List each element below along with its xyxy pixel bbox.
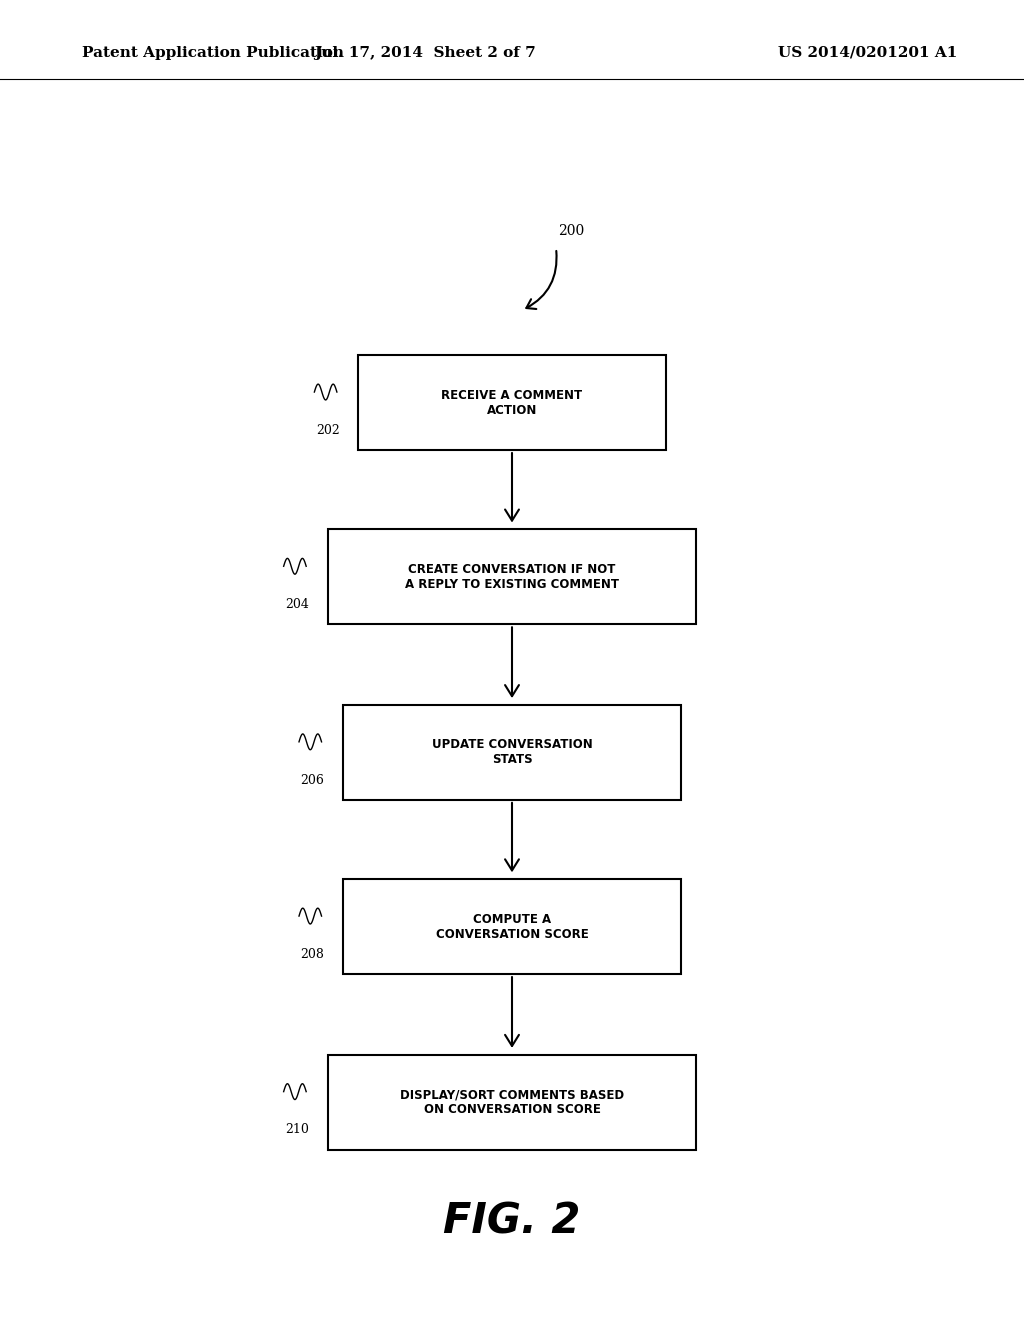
Text: UPDATE CONVERSATION
STATS: UPDATE CONVERSATION STATS — [432, 738, 592, 767]
Text: 204: 204 — [285, 598, 309, 611]
Text: CREATE CONVERSATION IF NOT
A REPLY TO EXISTING COMMENT: CREATE CONVERSATION IF NOT A REPLY TO EX… — [406, 562, 618, 591]
Text: RECEIVE A COMMENT
ACTION: RECEIVE A COMMENT ACTION — [441, 388, 583, 417]
Bar — [343, 705, 681, 800]
Bar — [343, 879, 681, 974]
Text: Jul. 17, 2014  Sheet 2 of 7: Jul. 17, 2014 Sheet 2 of 7 — [314, 46, 536, 59]
Text: DISPLAY/SORT COMMENTS BASED
ON CONVERSATION SCORE: DISPLAY/SORT COMMENTS BASED ON CONVERSAT… — [400, 1088, 624, 1117]
Text: FIG. 2: FIG. 2 — [443, 1200, 581, 1242]
Text: Patent Application Publication: Patent Application Publication — [82, 46, 344, 59]
Text: 208: 208 — [300, 948, 325, 961]
FancyArrowPatch shape — [505, 803, 519, 870]
Bar — [358, 355, 666, 450]
Bar — [328, 1055, 696, 1150]
FancyArrowPatch shape — [526, 251, 557, 309]
FancyArrowPatch shape — [505, 453, 519, 520]
Bar — [328, 529, 696, 624]
Text: 210: 210 — [285, 1123, 309, 1137]
FancyArrowPatch shape — [505, 977, 519, 1045]
FancyArrowPatch shape — [505, 627, 519, 696]
Text: 206: 206 — [300, 774, 325, 787]
Text: 202: 202 — [315, 424, 340, 437]
Text: COMPUTE A
CONVERSATION SCORE: COMPUTE A CONVERSATION SCORE — [435, 912, 589, 941]
Text: US 2014/0201201 A1: US 2014/0201201 A1 — [778, 46, 957, 59]
Text: 200: 200 — [558, 223, 585, 238]
